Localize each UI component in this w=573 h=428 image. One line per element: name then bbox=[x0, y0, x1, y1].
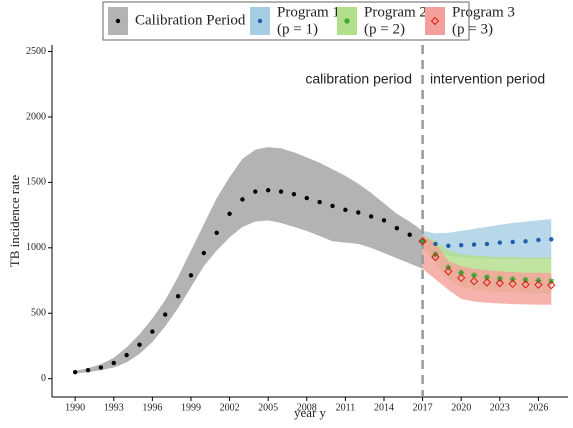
x-tick-label: 2011 bbox=[336, 402, 356, 413]
band bbox=[422, 234, 552, 305]
x-tick-label: 2008 bbox=[297, 402, 317, 413]
legend-marker bbox=[344, 18, 350, 24]
legend-label: (p = 1) bbox=[277, 21, 318, 37]
point bbox=[534, 280, 543, 289]
x-tick-label: 2002 bbox=[220, 402, 240, 413]
y-tick-label: 500 bbox=[31, 308, 46, 319]
point bbox=[304, 195, 309, 201]
y-tick-label: 0 bbox=[41, 373, 46, 384]
legend-label: Program 2 bbox=[364, 4, 427, 20]
point bbox=[418, 237, 427, 246]
point bbox=[482, 278, 492, 287]
point bbox=[330, 203, 335, 209]
point bbox=[536, 237, 541, 243]
legend-marker bbox=[257, 18, 263, 24]
point bbox=[444, 267, 453, 276]
x-tick-label: 2014 bbox=[374, 402, 394, 413]
legend-label: Calibration Period bbox=[135, 12, 246, 28]
point bbox=[407, 232, 412, 237]
x-tick-label: 2020 bbox=[451, 402, 471, 413]
y-tick-label: 1500 bbox=[26, 177, 46, 188]
point bbox=[111, 360, 116, 366]
legend-key bbox=[425, 7, 445, 35]
legend-label: (p = 3) bbox=[452, 21, 493, 37]
point bbox=[495, 278, 505, 288]
legend-label: Program 3 bbox=[452, 4, 515, 20]
point bbox=[381, 218, 387, 223]
point bbox=[368, 214, 374, 219]
legend-marker bbox=[430, 16, 440, 26]
point bbox=[547, 280, 556, 290]
x-axis-label: year y bbox=[294, 405, 327, 420]
point bbox=[510, 239, 515, 245]
point bbox=[456, 273, 466, 283]
point bbox=[469, 276, 479, 286]
point bbox=[394, 225, 400, 231]
point bbox=[265, 188, 271, 193]
point bbox=[432, 251, 439, 258]
point bbox=[253, 189, 258, 194]
point bbox=[291, 191, 297, 197]
point bbox=[508, 279, 517, 289]
point bbox=[521, 280, 530, 289]
point bbox=[523, 239, 528, 244]
point bbox=[227, 211, 232, 217]
x-tick-label: 1999 bbox=[181, 402, 201, 413]
annotation: intervention period bbox=[430, 71, 545, 87]
point bbox=[98, 365, 104, 370]
point bbox=[240, 197, 245, 202]
point bbox=[496, 275, 503, 282]
point bbox=[458, 269, 465, 276]
point bbox=[72, 369, 78, 375]
point bbox=[419, 238, 426, 245]
point bbox=[175, 294, 181, 299]
point bbox=[163, 312, 168, 317]
point bbox=[522, 276, 529, 283]
point bbox=[509, 276, 516, 283]
y-tick-label: 2000 bbox=[26, 111, 46, 122]
x-tick-label: 1993 bbox=[104, 402, 124, 413]
point bbox=[356, 210, 361, 215]
x-tick-label: 1990 bbox=[65, 402, 85, 413]
band bbox=[422, 219, 552, 259]
point bbox=[317, 199, 322, 205]
point bbox=[471, 242, 477, 247]
legend-label: (p = 2) bbox=[364, 21, 405, 37]
point bbox=[484, 241, 490, 247]
point bbox=[278, 189, 284, 194]
point bbox=[150, 329, 155, 334]
x-tick-label: 1996 bbox=[142, 402, 162, 413]
point bbox=[137, 342, 142, 347]
y-axis-label: TB incidence rate bbox=[7, 175, 22, 268]
point bbox=[431, 252, 440, 262]
y-tick-label: 1000 bbox=[26, 242, 46, 253]
point bbox=[188, 273, 194, 278]
x-tick-label: 2005 bbox=[258, 402, 278, 413]
y-tick-label: 2500 bbox=[26, 46, 46, 57]
point bbox=[214, 230, 219, 235]
point bbox=[343, 207, 348, 213]
point bbox=[201, 250, 207, 256]
annotation: calibration period bbox=[305, 71, 412, 87]
point bbox=[446, 243, 451, 249]
x-tick-label: 2023 bbox=[490, 402, 510, 413]
legend-label: Program 1 bbox=[277, 4, 340, 20]
point bbox=[85, 367, 91, 373]
legend-box bbox=[102, 1, 470, 41]
point bbox=[549, 237, 554, 242]
point bbox=[471, 272, 478, 279]
point bbox=[483, 274, 490, 281]
legend-marker bbox=[115, 18, 121, 24]
point bbox=[124, 352, 129, 358]
point bbox=[458, 243, 464, 248]
point bbox=[497, 240, 503, 245]
x-tick-label: 2017 bbox=[413, 402, 433, 413]
x-tick-label: 2026 bbox=[528, 402, 548, 413]
band bbox=[75, 147, 423, 374]
point bbox=[433, 241, 438, 247]
